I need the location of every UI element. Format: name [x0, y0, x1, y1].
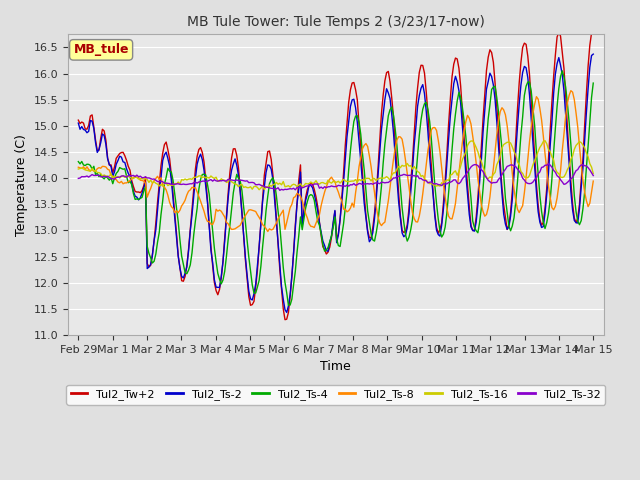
Tul2_Ts-8 — [543, 167, 550, 172]
Tul2_Ts-16 — [383, 174, 390, 180]
Title: MB Tule Tower: Tule Temps 2 (3/23/17-now): MB Tule Tower: Tule Temps 2 (3/23/17-now… — [187, 15, 484, 29]
Tul2_Ts-4 — [383, 127, 390, 132]
Line: Tul2_Ts-4: Tul2_Ts-4 — [78, 71, 593, 305]
Tul2_Ts-32 — [381, 180, 388, 186]
Tul2_Ts-4 — [74, 159, 82, 165]
Tul2_Ts-8 — [74, 164, 82, 170]
Tul2_Ts-32 — [392, 175, 399, 181]
Tul2_Ts-32 — [545, 161, 552, 167]
Tul2_Ts-8 — [510, 186, 518, 192]
Tul2_Ts-16 — [541, 138, 549, 144]
Tul2_Ts-4 — [559, 68, 566, 74]
Tul2_Tw+2 — [392, 140, 399, 145]
Tul2_Tw+2 — [589, 22, 597, 27]
Tul2_Ts-2 — [283, 310, 291, 315]
Line: Tul2_Ts-8: Tul2_Ts-8 — [78, 91, 593, 231]
Tul2_Ts-8 — [567, 88, 575, 94]
Line: Tul2_Tw+2: Tul2_Tw+2 — [78, 24, 593, 320]
Tul2_Ts-8 — [76, 165, 84, 171]
Tul2_Ts-2 — [543, 192, 550, 197]
Tul2_Ts-4 — [589, 80, 597, 86]
Tul2_Ts-8 — [381, 219, 388, 225]
Line: Tul2_Ts-2: Tul2_Ts-2 — [78, 54, 593, 312]
Tul2_Ts-2 — [381, 97, 388, 103]
Tul2_Ts-32 — [383, 180, 390, 185]
Tul2_Ts-8 — [383, 208, 390, 214]
Tul2_Ts-32 — [76, 175, 84, 181]
Text: MB_tule: MB_tule — [74, 43, 129, 56]
Tul2_Ts-8 — [392, 145, 399, 151]
Tul2_Ts-2 — [510, 171, 518, 177]
Tul2_Ts-4 — [510, 215, 518, 221]
Line: Tul2_Ts-16: Tul2_Ts-16 — [78, 141, 593, 190]
Tul2_Ts-8 — [589, 178, 597, 184]
Tul2_Ts-16 — [381, 175, 388, 181]
Tul2_Ts-4 — [543, 220, 550, 226]
Tul2_Ts-16 — [589, 170, 597, 176]
Tul2_Ts-2 — [589, 51, 597, 57]
Tul2_Ts-32 — [276, 188, 284, 193]
Tul2_Ts-4 — [381, 141, 388, 147]
X-axis label: Time: Time — [321, 360, 351, 373]
Tul2_Ts-16 — [545, 146, 552, 152]
Y-axis label: Temperature (C): Temperature (C) — [15, 134, 28, 236]
Tul2_Ts-16 — [510, 149, 518, 155]
Tul2_Tw+2 — [543, 185, 550, 191]
Tul2_Tw+2 — [74, 117, 82, 123]
Tul2_Tw+2 — [510, 167, 518, 172]
Tul2_Ts-32 — [74, 176, 82, 181]
Line: Tul2_Ts-32: Tul2_Ts-32 — [78, 164, 593, 191]
Tul2_Ts-4 — [285, 302, 292, 308]
Tul2_Ts-32 — [543, 162, 550, 168]
Tul2_Ts-2 — [383, 86, 390, 92]
Tul2_Ts-4 — [76, 161, 84, 167]
Tul2_Ts-32 — [589, 173, 597, 179]
Tul2_Ts-32 — [510, 163, 518, 169]
Tul2_Tw+2 — [76, 120, 84, 126]
Tul2_Ts-16 — [76, 166, 84, 171]
Tul2_Tw+2 — [381, 78, 388, 84]
Tul2_Ts-16 — [74, 166, 82, 172]
Tul2_Ts-16 — [255, 187, 263, 192]
Legend: Tul2_Tw+2, Tul2_Ts-2, Tul2_Ts-4, Tul2_Ts-8, Tul2_Ts-16, Tul2_Ts-32: Tul2_Tw+2, Tul2_Ts-2, Tul2_Ts-4, Tul2_Ts… — [67, 385, 605, 405]
Tul2_Ts-8 — [264, 228, 271, 234]
Tul2_Ts-2 — [392, 153, 399, 159]
Tul2_Ts-16 — [392, 170, 399, 176]
Tul2_Ts-2 — [76, 126, 84, 132]
Tul2_Ts-2 — [74, 120, 82, 126]
Tul2_Tw+2 — [281, 317, 289, 323]
Tul2_Ts-4 — [392, 126, 399, 132]
Tul2_Tw+2 — [383, 70, 390, 75]
